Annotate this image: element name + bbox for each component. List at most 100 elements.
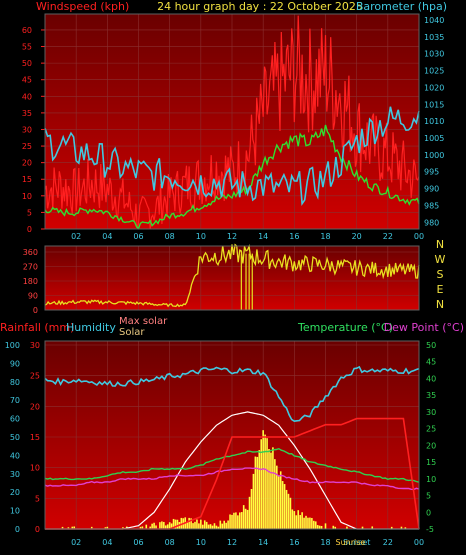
humidity-tick-label: 30 — [10, 470, 20, 479]
windspeed-line — [44, 15, 420, 230]
wind-tick-label: 0 — [27, 225, 32, 234]
wind-tick-label: 25 — [22, 142, 32, 151]
humidity-tick-label: 60 — [10, 415, 20, 424]
direction-tick-label: 360 — [23, 248, 38, 257]
bottom-panel: 0102030405060708090100051015202530-50510… — [5, 340, 436, 547]
bottom-x-tick-label: 06 — [133, 538, 143, 547]
wind-tick-label: 60 — [22, 26, 32, 35]
wind-x-tick-label: 18 — [320, 232, 330, 241]
barometer-tick-label: 990 — [424, 185, 439, 194]
compass-letter: S — [437, 268, 444, 281]
temperature-tick-label: 25 — [426, 425, 436, 434]
wind-x-tick-label: 08 — [165, 232, 175, 241]
wind-tick-label: 5 — [27, 208, 32, 217]
wind-x-ticks: 02 04 06 08 10 12 14 16 18 20 22 00 — [71, 232, 424, 241]
rainfall-tick-label: 20 — [30, 402, 40, 411]
direction-tick-label: 90 — [28, 292, 38, 301]
compass-letter: W — [435, 253, 446, 266]
bottom-ticks: 0 10 20 30 40 50 60 70 80 90 100 0 5 10 15 20 25 30 -5 0 5 10… — [5, 341, 436, 534]
barometer-tick-label: 1040 — [424, 16, 444, 25]
wind-tick-label: 10 — [22, 192, 32, 201]
bottom-panel-frame — [44, 340, 420, 530]
temperature-tick-label: 45 — [426, 358, 436, 367]
rainfall-tick-label: 15 — [30, 433, 40, 442]
direction-tick-label: 270 — [23, 263, 38, 272]
bottom-x-tick-label: 08 — [165, 538, 175, 547]
wind-average-line — [44, 124, 420, 230]
bottom-x-tick-label: 02 — [71, 538, 81, 547]
wind-x-tick-label: 12 — [227, 232, 237, 241]
temperature-tick-label: 40 — [426, 374, 436, 383]
barometer-tick-label: 1030 — [424, 50, 444, 59]
wind-tick-label: 35 — [22, 109, 32, 118]
barometer-tick-label: 985 — [424, 201, 439, 210]
temperature-tick-label: 5 — [426, 492, 431, 501]
bottom-x-tick-label: Sunset — [343, 538, 370, 547]
wind-tick-label: 40 — [22, 92, 32, 101]
wind-tick-label: 15 — [22, 175, 32, 184]
humidity-tick-label: 80 — [10, 378, 20, 387]
humidity-tick-label: 70 — [10, 396, 20, 405]
barometer-ticks: 980 985 990 995 1000 1005 1010 1015 1020 1025 1030… — [424, 16, 444, 227]
barometer-axis-title: Barometer (hpa) — [356, 0, 447, 13]
bottom-x-ticks: 02 04 06 08 10 12 14 16 18 Sunset 22 00 Sunrise — [71, 538, 424, 547]
bottom-x-tick-label: 14 — [258, 538, 268, 547]
humidity-tick-label: 40 — [10, 451, 20, 460]
wind-tick-label: 45 — [22, 76, 32, 85]
rainfall-tick-label: 25 — [30, 372, 40, 381]
wind-tick-label: 50 — [22, 59, 32, 68]
direction-ticks: 360 270 180 90 0 — [23, 248, 38, 315]
wind-panel-frame — [44, 13, 420, 230]
wind-direction-line — [44, 243, 420, 308]
bottom-x-tick-label: 04 — [102, 538, 112, 547]
compass-letter: N — [436, 238, 444, 251]
wind-x-tick-label: 16 — [289, 232, 299, 241]
chart-title: 24 hour graph day : 22 October 2025 — [157, 0, 363, 13]
wind-x-tick-label: 04 — [102, 232, 112, 241]
direction-series — [44, 243, 420, 310]
barometer-tick-label: 1015 — [424, 100, 444, 109]
dewpoint-axis-title: Dew Point (°C) — [384, 321, 464, 334]
humidity-tick-label: 50 — [10, 433, 20, 442]
wind-x-tick-label: 00 — [414, 232, 424, 241]
temperature-line — [44, 447, 420, 483]
temperature-tick-label: 20 — [426, 441, 436, 450]
humidity-tick-label: 100 — [5, 341, 20, 350]
temperature-tick-label: 15 — [426, 458, 436, 467]
barometer-line — [44, 106, 420, 206]
barometer-tick-label: 1035 — [424, 33, 444, 42]
humidity-tick-label: 90 — [10, 359, 20, 368]
barometer-tick-label: 1020 — [424, 83, 444, 92]
barometer-tick-label: 1025 — [424, 67, 444, 76]
wind-series — [44, 15, 420, 230]
wind-x-tick-label: 20 — [352, 232, 362, 241]
barometer-tick-label: 1000 — [424, 151, 444, 160]
sunrise-label: Sunrise — [336, 538, 366, 547]
direction-tick-label: 180 — [23, 277, 38, 286]
temperature-tick-label: 0 — [426, 508, 431, 517]
barometer-tick-label: 980 — [424, 218, 439, 227]
wind-x-tick-label: 02 — [71, 232, 81, 241]
rainfall-tick-label: 10 — [30, 464, 40, 473]
bottom-x-tick-label: 12 — [227, 538, 237, 547]
wind-x-tick-label: 10 — [196, 232, 206, 241]
humidity-axis-title: Humidity — [66, 321, 116, 334]
bottom-x-tick-label: 18 — [320, 538, 330, 547]
wind-tick-label: 30 — [22, 125, 32, 134]
wind-tick-label: 55 — [22, 43, 32, 52]
bottom-x-tick-label: 10 — [196, 538, 206, 547]
humidity-tick-label: 20 — [10, 488, 20, 497]
barometer-tick-label: 995 — [424, 168, 439, 177]
barometer-tick-label: 1010 — [424, 117, 444, 126]
wind-x-tick-label: 22 — [383, 232, 393, 241]
temperature-tick-label: -5 — [426, 525, 434, 534]
humidity-tick-label: 10 — [10, 507, 20, 516]
bottom-x-tick-label: 22 — [383, 538, 393, 547]
wind-x-tick-label: 14 — [258, 232, 268, 241]
temperature-tick-label: 50 — [426, 341, 436, 350]
humidity-tick-label: 0 — [15, 525, 20, 534]
